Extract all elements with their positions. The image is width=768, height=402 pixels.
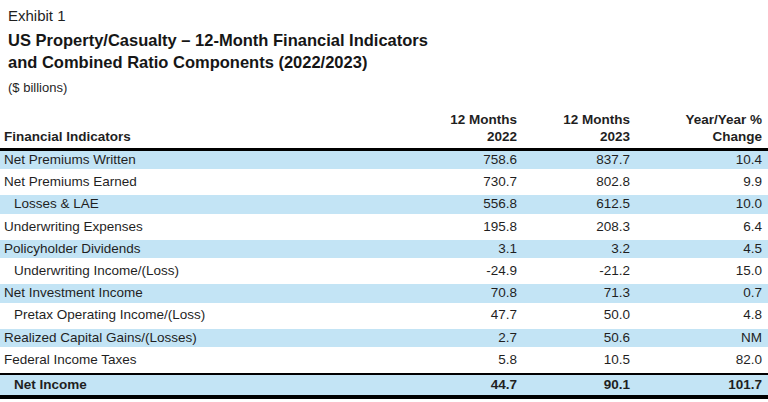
row-label: Pretax Operating Income/(Loss) — [0, 306, 408, 324]
table-row: Net Premiums Written 758.6 837.7 10.4 — [0, 151, 768, 173]
table-body: Net Premiums Written 758.6 837.7 10.4 Ne… — [0, 151, 768, 399]
title-line-1: US Property/Casualty – 12-Month Financia… — [8, 29, 760, 51]
row-label: Policyholder Dividends — [0, 240, 408, 258]
table-row: Federal Income Taxes 5.8 10.5 82.0 — [0, 351, 768, 373]
row-v2023: 10.5 — [523, 351, 636, 369]
page-title: US Property/Casualty – 12-Month Financia… — [8, 29, 760, 73]
row-change: 10.4 — [636, 151, 768, 169]
row-v2023: 802.8 — [523, 173, 636, 191]
row-v2023: 837.7 — [523, 151, 636, 169]
title-line-2: and Combined Ratio Components (2022/2023… — [8, 51, 760, 73]
table-header: Financial Indicators 12 Months 2022 12 M… — [0, 104, 768, 151]
table-row: Underwriting Income/(Loss) -24.9 -21.2 1… — [0, 262, 768, 284]
table-row: Net Investment Income 70.8 71.3 0.7 — [0, 284, 768, 306]
row-v2023: 50.6 — [523, 329, 636, 347]
row-label: Net Premiums Written — [0, 151, 408, 169]
row-change: 15.0 — [636, 262, 768, 280]
header-col-2023: 12 Months 2023 — [523, 111, 636, 148]
row-change: 0.7 — [636, 284, 768, 302]
row-change: 4.5 — [636, 240, 768, 258]
row-v2022: 195.8 — [408, 218, 523, 236]
header-indicator-label: Financial Indicators — [0, 129, 408, 148]
row-label: Net Premiums Earned — [0, 173, 408, 191]
row-label: Losses & LAE — [0, 195, 408, 213]
row-label: Underwriting Expenses — [0, 218, 408, 236]
row-v2022: 70.8 — [408, 284, 523, 302]
row-change: 4.8 — [636, 306, 768, 324]
row-v2022: 730.7 — [408, 173, 523, 191]
row-v2023: 3.2 — [523, 240, 636, 258]
row-label: Realized Capital Gains/(Losses) — [0, 329, 408, 347]
row-v2022: -24.9 — [408, 262, 523, 280]
row-v2023: -21.2 — [523, 262, 636, 280]
row-change: 9.9 — [636, 173, 768, 191]
row-v2022: 3.1 — [408, 240, 523, 258]
table-row: Net Income 44.7 90.1 101.7 — [0, 373, 768, 400]
table-row: Underwriting Expenses 195.8 208.3 6.4 — [0, 218, 768, 240]
row-v2023: 208.3 — [523, 218, 636, 236]
row-v2022: 5.8 — [408, 351, 523, 369]
table-row: Net Premiums Earned 730.7 802.8 9.9 — [0, 173, 768, 195]
row-change: NM — [636, 329, 768, 347]
row-v2022: 2.7 — [408, 329, 523, 347]
row-v2023: 71.3 — [523, 284, 636, 302]
page: Exhibit 1 US Property/Casualty – 12-Mont… — [0, 0, 768, 402]
row-v2022: 47.7 — [408, 306, 523, 324]
row-v2022: 758.6 — [408, 151, 523, 169]
row-v2023: 50.0 — [523, 306, 636, 324]
row-label: Net Investment Income — [0, 284, 408, 302]
row-change: 6.4 — [636, 218, 768, 236]
row-change: 10.0 — [636, 195, 768, 213]
header-block: Exhibit 1 US Property/Casualty – 12-Mont… — [0, 0, 768, 96]
header-col-2022: 12 Months 2022 — [408, 111, 523, 148]
row-v2023: 90.1 — [523, 375, 636, 396]
table-row: Policyholder Dividends 3.1 3.2 4.5 — [0, 240, 768, 262]
financial-table: Financial Indicators 12 Months 2022 12 M… — [0, 104, 768, 399]
row-label: Underwriting Income/(Loss) — [0, 262, 408, 280]
table-row: Pretax Operating Income/(Loss) 47.7 50.0… — [0, 306, 768, 328]
row-v2022: 556.8 — [408, 195, 523, 213]
table-row: Losses & LAE 556.8 612.5 10.0 — [0, 195, 768, 217]
row-v2022: 44.7 — [408, 375, 523, 396]
row-label: Federal Income Taxes — [0, 351, 408, 369]
row-label: Net Income — [0, 375, 408, 396]
row-change: 82.0 — [636, 351, 768, 369]
row-change: 101.7 — [636, 375, 768, 396]
exhibit-label: Exhibit 1 — [8, 6, 760, 26]
table-row: Realized Capital Gains/(Losses) 2.7 50.6… — [0, 329, 768, 351]
header-col-change: Year/Year % Change — [636, 111, 768, 148]
units-note: ($ billions) — [8, 79, 760, 96]
row-v2023: 612.5 — [523, 195, 636, 213]
